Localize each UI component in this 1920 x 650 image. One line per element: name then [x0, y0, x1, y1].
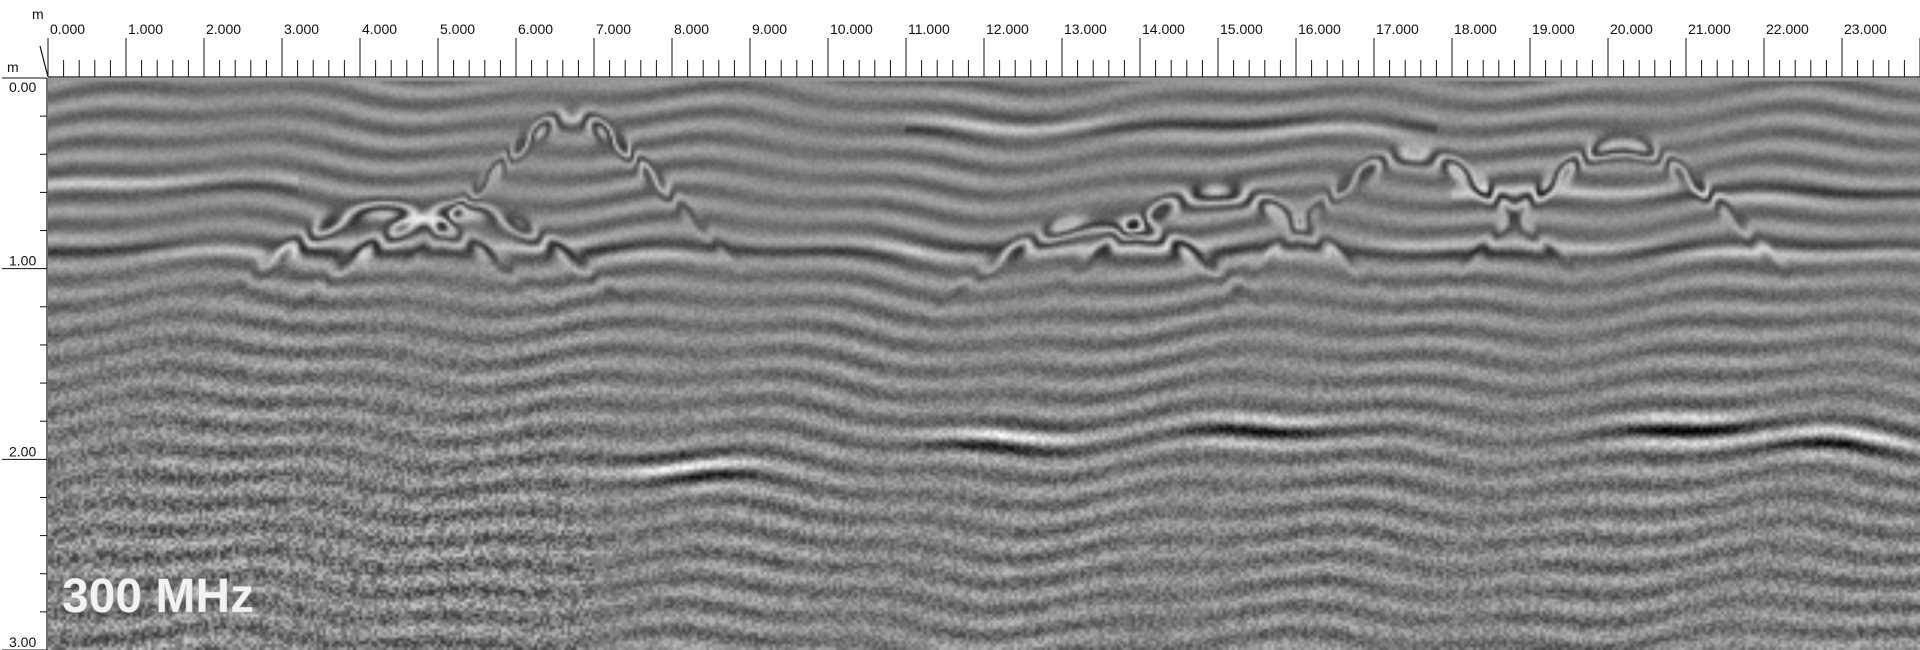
x-tick-label: 10.000 — [830, 21, 873, 37]
x-tick-label: 12.000 — [986, 21, 1029, 37]
y-axis-unit: m — [7, 59, 19, 75]
x-tick-label: 15.000 — [1220, 21, 1263, 37]
x-tick-label: 4.000 — [362, 21, 397, 37]
x-tick-label: 3.000 — [284, 21, 319, 37]
x-tick-label: 11.000 — [908, 21, 950, 37]
x-tick-label: 1.000 — [128, 21, 163, 37]
x-tick-label: 9.000 — [752, 21, 787, 37]
x-tick-label: 2.000 — [206, 21, 241, 37]
x-tick-label: 20.000 — [1610, 21, 1653, 37]
x-tick-label: 21.000 — [1688, 21, 1731, 37]
x-tick-label: 6.000 — [518, 21, 553, 37]
x-tick-label: 16.000 — [1298, 21, 1341, 37]
x-tick-label: 18.000 — [1454, 21, 1497, 37]
radar-profile-image — [48, 78, 1920, 650]
radar-texture — [48, 78, 1920, 650]
axis-corner-line — [39, 45, 49, 78]
y-tick-label: 3.00 — [9, 634, 36, 650]
x-tick-label: 7.000 — [596, 21, 631, 37]
y-tick-label: 2.00 — [9, 443, 36, 459]
x-tick-label: 22.000 — [1766, 21, 1809, 37]
x-axis-unit: m — [32, 6, 44, 22]
x-tick-label: 14.000 — [1142, 21, 1185, 37]
x-tick-label: 13.000 — [1064, 21, 1107, 37]
x-tick-label: 23.000 — [1844, 21, 1887, 37]
y-axis: 0.00 1.00 2.00 3.00 — [2, 77, 48, 650]
x-tick-label: 0.000 — [50, 21, 85, 37]
x-tick-label: 5.000 — [440, 21, 475, 37]
x-tick-label: 17.000 — [1376, 21, 1419, 37]
y-tick-label: 0.00 — [9, 79, 36, 95]
x-tick-label: 19.000 — [1532, 21, 1575, 37]
y-tick-label: 1.00 — [9, 253, 36, 269]
x-axis: 0.000 1.000 2.000 3.000 4.000 5.000 6.000 7.000… — [39, 21, 1920, 78]
x-tick-label: 8.000 — [674, 21, 709, 37]
frequency-annotation: 300 MHz — [62, 570, 254, 623]
